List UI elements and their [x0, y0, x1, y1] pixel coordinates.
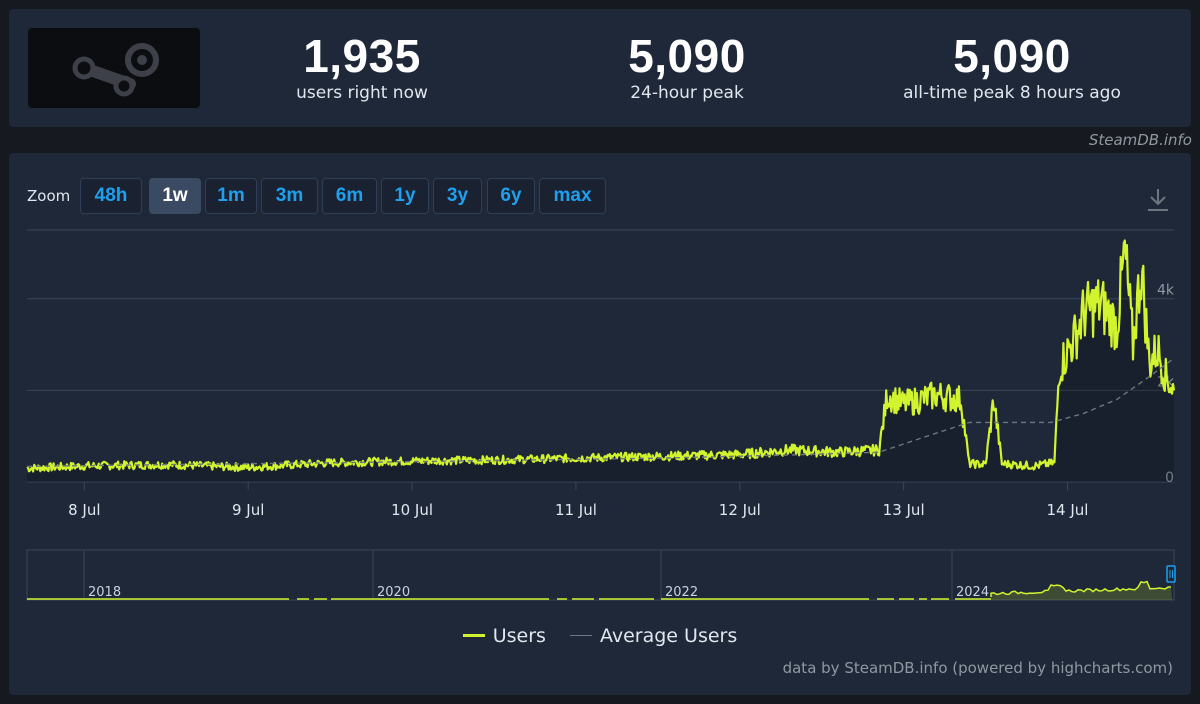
- x-tick-label: 14 Jul: [1047, 501, 1089, 519]
- download-icon[interactable]: [1147, 187, 1169, 217]
- current-users-value: 1,935: [303, 30, 421, 82]
- users-series-line: [26, 239, 1176, 473]
- steam-logo-icon: [72, 43, 159, 97]
- all-time-peak-label: all-time peak 8 hours ago: [903, 83, 1121, 103]
- stat-24h-peak: 5,090 24-hour peak: [547, 31, 827, 103]
- navigator-year-label: 2024: [956, 585, 989, 600]
- peak-24h-label: 24-hour peak: [630, 83, 744, 103]
- y-tick-label: 0: [1165, 470, 1174, 486]
- zoom-button-3m[interactable]: 3m: [261, 178, 318, 214]
- legend-average-label: Average Users: [599, 625, 738, 647]
- peak-24h-value: 5,090: [628, 30, 746, 82]
- steam-logo[interactable]: [28, 28, 200, 108]
- y-tick-label: 4k: [1157, 283, 1175, 299]
- zoom-button-6y[interactable]: 6y: [487, 178, 535, 214]
- x-tick-label: 9 Jul: [232, 501, 264, 519]
- legend-users-swatch: [462, 634, 485, 637]
- zoom-button-48h[interactable]: 48h: [80, 178, 142, 214]
- navigator-year-label: 2018: [88, 585, 121, 600]
- zoom-button-1w[interactable]: 1w: [149, 178, 201, 214]
- highcharts-credit[interactable]: data by SteamDB.info (powered by highcha…: [782, 659, 1173, 677]
- x-tick-label: 13 Jul: [883, 501, 925, 519]
- stats-panel: 1,935 users right now 5,090 24-hour peak…: [9, 9, 1191, 127]
- zoom-label: Zoom: [27, 187, 71, 205]
- x-tick-label: 8 Jul: [68, 501, 100, 519]
- zoom-button-1m[interactable]: 1m: [205, 178, 257, 214]
- legend-users[interactable]: Users: [462, 625, 546, 647]
- legend-average-swatch: [569, 635, 592, 636]
- zoom-button-max[interactable]: max: [539, 178, 606, 214]
- navigator-year-label: 2022: [665, 585, 698, 600]
- navigator-year-label: 2020: [377, 585, 410, 600]
- legend-users-label: Users: [492, 625, 546, 647]
- navigator-handle: [1166, 565, 1176, 583]
- average-series-line: [26, 357, 1175, 468]
- steamdb-credit[interactable]: SteamDB.info: [1088, 131, 1192, 149]
- navigator-series-line: [990, 580, 1172, 597]
- chart-legend: Users Average Users: [9, 625, 1191, 647]
- users-area: [27, 240, 1174, 482]
- zoom-button-3y[interactable]: 3y: [433, 178, 482, 214]
- zoom-button-6m[interactable]: 6m: [322, 178, 377, 214]
- x-tick-label: 10 Jul: [391, 501, 433, 519]
- stat-all-time-peak: 5,090 all-time peak 8 hours ago: [872, 31, 1152, 103]
- zoom-button-1y[interactable]: 1y: [381, 178, 429, 214]
- x-tick-label: 11 Jul: [555, 501, 597, 519]
- all-time-peak-value: 5,090: [953, 30, 1071, 82]
- current-users-label: users right now: [296, 83, 428, 103]
- x-tick-label: 12 Jul: [719, 501, 761, 519]
- stat-current-users: 1,935 users right now: [222, 31, 502, 103]
- legend-average-users[interactable]: Average Users: [569, 625, 738, 647]
